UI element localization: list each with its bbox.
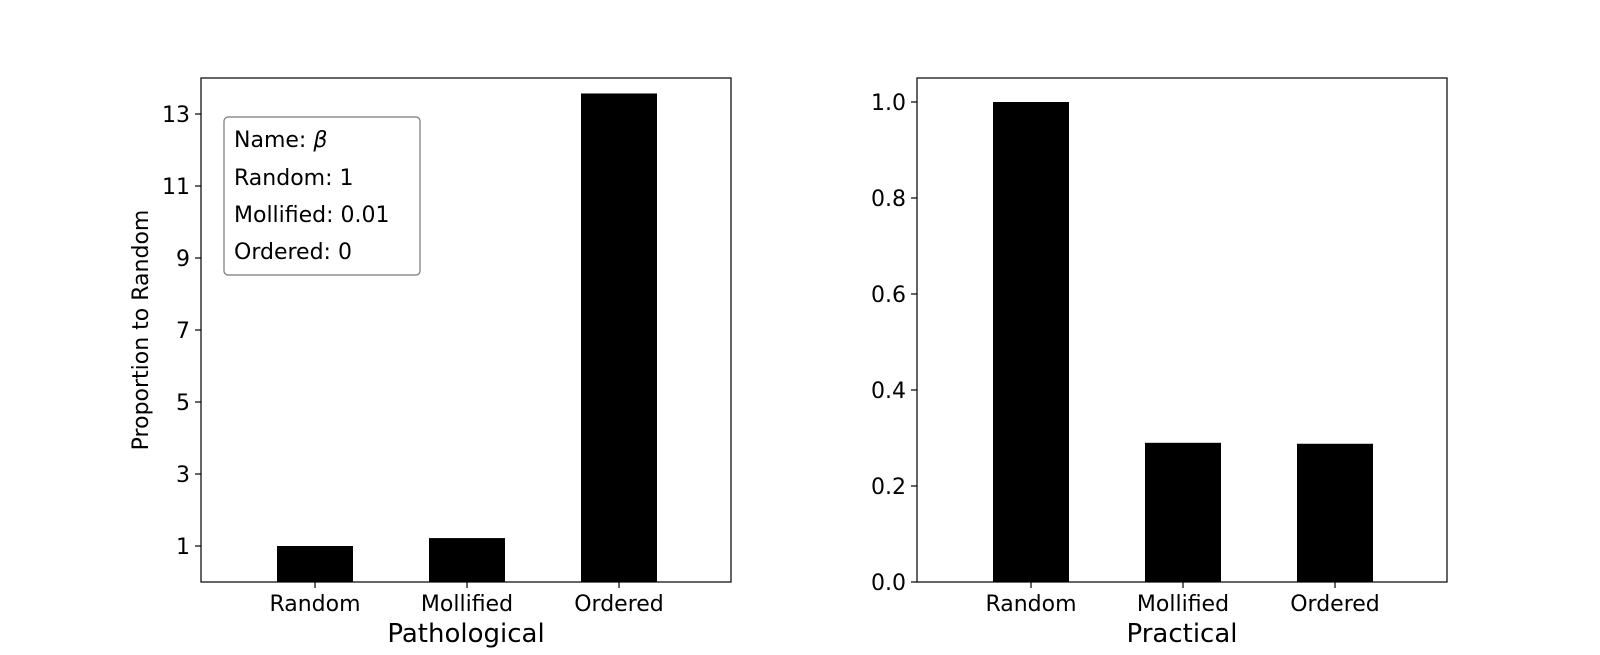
annotation-name-symbol: β bbox=[312, 128, 327, 153]
x-axis-ticks: Random Mollified Ordered bbox=[269, 582, 664, 617]
bars bbox=[993, 102, 1373, 582]
y-tick-label: 0.6 bbox=[871, 283, 906, 308]
annotation-name: Name: β bbox=[234, 128, 327, 153]
y-tick-label: 9 bbox=[176, 247, 190, 272]
y-tick-label: 7 bbox=[176, 319, 190, 344]
practical-chart: 0.0 0.2 0.4 0.6 0.8 1.0 Random Mollified Ordere… bbox=[871, 77, 1448, 649]
annotation-random: Random: 1 bbox=[234, 166, 354, 191]
bars bbox=[277, 93, 657, 582]
y-tick-label: 1 bbox=[176, 535, 190, 560]
x-tick-label: Mollified bbox=[421, 592, 513, 617]
x-tick-label: Random bbox=[985, 592, 1076, 617]
annotation-ordered: Ordered: 0 bbox=[234, 240, 352, 265]
x-axis-ticks: Random Mollified Ordered bbox=[985, 582, 1380, 617]
plot-frame bbox=[916, 77, 1448, 583]
annotation-box: Name: β Random: 1 Mollified: 0.01 Ordere… bbox=[223, 116, 421, 276]
y-tick-label: 0.2 bbox=[871, 475, 906, 500]
y-tick-label: 0.8 bbox=[871, 187, 906, 212]
y-tick-label: 13 bbox=[162, 103, 190, 128]
bar-mollified bbox=[1145, 442, 1221, 582]
y-tick-label: 5 bbox=[176, 391, 190, 416]
bar-ordered bbox=[1297, 443, 1373, 582]
x-axis-label: Practical bbox=[1126, 619, 1237, 649]
bar-random bbox=[277, 546, 353, 582]
bar-mollified bbox=[429, 538, 505, 582]
bar-random bbox=[993, 102, 1069, 582]
y-tick-label: 1.0 bbox=[871, 91, 906, 116]
y-axis-label: Proportion to Random bbox=[129, 210, 154, 451]
y-tick-label: 0.4 bbox=[871, 379, 906, 404]
y-tick-label: 3 bbox=[176, 463, 190, 488]
y-tick-label: 0.0 bbox=[871, 571, 906, 596]
y-tick-label: 11 bbox=[162, 175, 190, 200]
annotation-name-label: Name: bbox=[234, 128, 313, 153]
x-tick-label: Random bbox=[269, 592, 360, 617]
annotation-mollified: Mollified: 0.01 bbox=[234, 203, 390, 228]
x-tick-label: Ordered bbox=[574, 592, 664, 617]
x-axis-label: Pathological bbox=[387, 619, 544, 649]
x-tick-label: Mollified bbox=[1137, 592, 1229, 617]
y-axis-ticks: 0.0 0.2 0.4 0.6 0.8 1.0 bbox=[871, 91, 917, 596]
bar-ordered bbox=[581, 93, 657, 582]
annotation-frame bbox=[223, 116, 421, 276]
x-tick-label: Ordered bbox=[1290, 592, 1380, 617]
